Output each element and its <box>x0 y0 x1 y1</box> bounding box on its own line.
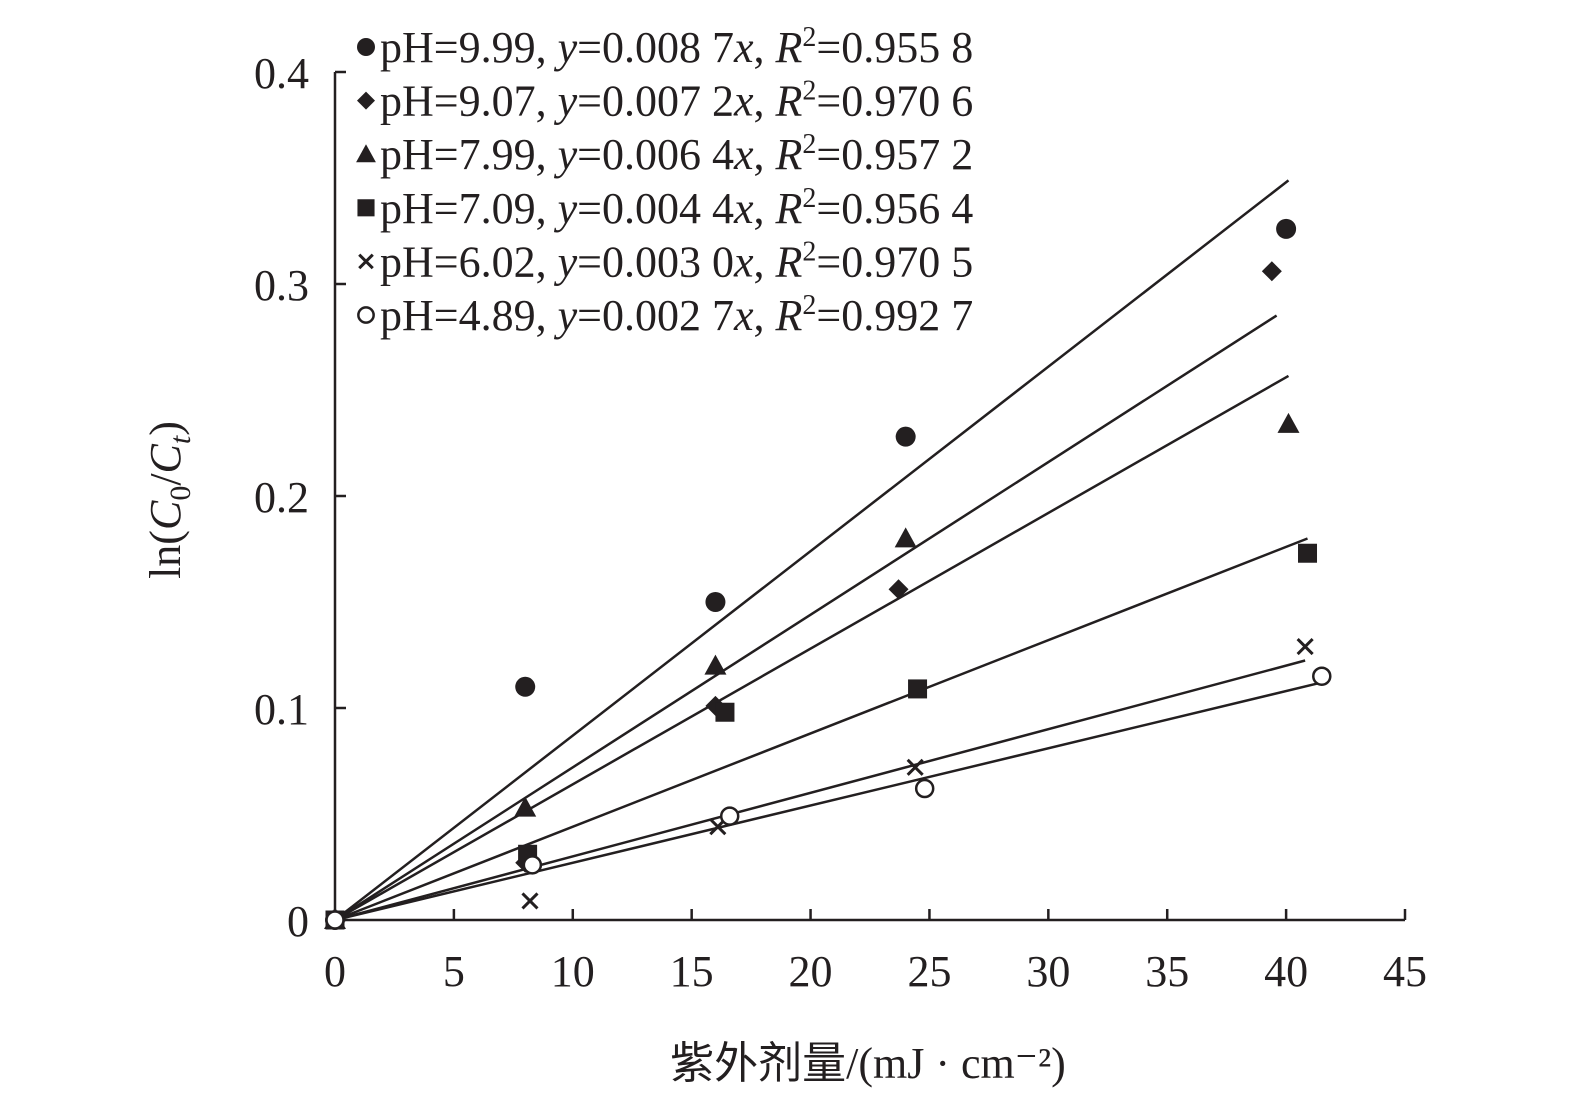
legend-marker-5 <box>359 255 373 269</box>
legend-label-3: pH=7.99, y=0.006 4x, R2=0.957 2 <box>380 129 973 179</box>
data-point-series-6 <box>524 856 541 873</box>
x-tick-label: 20 <box>789 947 833 996</box>
y-tick-label: 0.4 <box>254 49 309 98</box>
legend-marker-4 <box>357 199 374 216</box>
data-point-series-1 <box>515 677 535 697</box>
legend-marker-2 <box>357 92 375 110</box>
legend-label-6: pH=4.89, y=0.002 7x, R2=0.992 7 <box>380 290 973 340</box>
fit-line-series-4 <box>335 538 1308 920</box>
data-point-series-2 <box>1262 261 1282 281</box>
data-point-series-5 <box>1298 639 1313 654</box>
legend-marker-3 <box>356 144 376 162</box>
data-point-series-6 <box>721 808 738 825</box>
fit-line-series-2 <box>335 316 1277 920</box>
y-tick-label: 0.1 <box>254 685 309 734</box>
legend-label-4: pH=7.09, y=0.004 4x, R2=0.956 4 <box>380 183 973 233</box>
x-tick-label: 5 <box>443 947 465 996</box>
fit-line-series-5 <box>335 661 1305 920</box>
y-tick-label: 0 <box>287 897 309 946</box>
data-point-series-1 <box>1276 219 1296 239</box>
data-point-series-1 <box>705 592 725 612</box>
x-tick-label: 25 <box>907 947 951 996</box>
y-tick-label: 0.2 <box>254 473 309 522</box>
data-point-series-4 <box>715 703 734 722</box>
data-point-series-3 <box>704 655 726 675</box>
data-point-series-3 <box>1277 413 1299 433</box>
legend: pH=9.99, y=0.008 7x, R2=0.955 8pH=9.07, … <box>356 22 973 340</box>
data-point-series-5 <box>522 893 537 908</box>
y-tick-label: 0.3 <box>254 261 309 310</box>
legend-label-5: pH=6.02, y=0.003 0x, R2=0.970 5 <box>380 236 973 286</box>
data-point-series-4 <box>1298 544 1317 563</box>
data-point-series-4 <box>908 679 927 698</box>
data-point-series-1 <box>896 427 916 447</box>
data-point-series-6 <box>916 780 933 797</box>
fit-line-series-3 <box>335 376 1288 920</box>
data-point-series-3 <box>895 527 917 547</box>
x-tick-label: 30 <box>1026 947 1070 996</box>
legend-label-2: pH=9.07, y=0.007 2x, R2=0.970 6 <box>380 76 973 126</box>
legend-label-1: pH=9.99, y=0.008 7x, R2=0.955 8 <box>380 22 973 72</box>
x-tick-label: 0 <box>324 947 346 996</box>
legend-marker-1 <box>357 38 375 56</box>
y-axis-title: ln(C0/Ct) <box>141 421 197 579</box>
x-tick-label: 45 <box>1383 947 1427 996</box>
fit-line-series-6 <box>335 682 1322 920</box>
x-tick-label: 15 <box>670 947 714 996</box>
data-point-series-2 <box>889 579 909 599</box>
data-point-series-6 <box>327 912 344 929</box>
x-tick-label: 40 <box>1264 947 1308 996</box>
scatter-chart: 0 5 10 15 20 25 30 35 40 45 0 0.1 0.2 0.3 0.4 pH=9.99,… <box>0 0 1575 1099</box>
legend-marker-6 <box>358 307 373 322</box>
x-axis-title: 紫外剂量/(mJ · cm⁻²) <box>670 1039 1066 1088</box>
data-point-series-6 <box>1313 668 1330 685</box>
x-tick-label: 35 <box>1145 947 1189 996</box>
x-tick-label: 10 <box>551 947 595 996</box>
